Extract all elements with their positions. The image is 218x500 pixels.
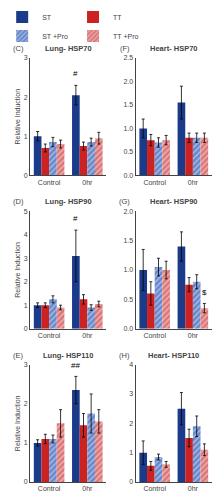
- svg-text:(F): (F): [120, 44, 130, 53]
- svg-text:1.0: 1.0: [123, 266, 133, 273]
- svg-text:Control: Control: [143, 485, 166, 492]
- svg-text:1.5: 1.5: [123, 237, 133, 244]
- svg-text:1.0: 1.0: [123, 125, 133, 132]
- svg-text:Control: Control: [38, 485, 61, 492]
- svg-text:Lung- HSP90: Lung- HSP90: [45, 197, 92, 206]
- svg-text:Control: Control: [143, 332, 166, 339]
- svg-text:2: 2: [24, 400, 28, 407]
- svg-text:Control: Control: [38, 179, 61, 186]
- svg-text:4: 4: [24, 231, 28, 238]
- svg-text:0.0: 0.0: [123, 172, 133, 179]
- svg-text:(E): (E): [13, 351, 24, 360]
- svg-text:2: 2: [24, 94, 28, 101]
- svg-text:0hr: 0hr: [82, 179, 93, 186]
- svg-text:Lung- HSP70: Lung- HSP70: [45, 44, 92, 53]
- svg-text:0: 0: [24, 325, 28, 332]
- svg-text:(G): (G): [119, 197, 130, 206]
- svg-text:2.0: 2.0: [123, 78, 133, 85]
- svg-text:(D): (D): [13, 197, 24, 206]
- svg-text:1: 1: [129, 449, 133, 456]
- svg-text:#: #: [73, 69, 78, 78]
- svg-text:TT: TT: [113, 14, 122, 21]
- svg-text:(H): (H): [119, 351, 130, 360]
- svg-text:0hr: 0hr: [188, 179, 199, 186]
- svg-text:0.5: 0.5: [123, 148, 133, 155]
- svg-text:2: 2: [129, 420, 133, 427]
- svg-text:3: 3: [24, 361, 28, 368]
- svg-text:##: ##: [71, 361, 80, 370]
- svg-text:1: 1: [24, 133, 28, 140]
- svg-text:ST +Pro: ST +Pro: [42, 33, 68, 40]
- svg-text:1: 1: [24, 302, 28, 309]
- svg-text:0: 0: [24, 172, 28, 179]
- svg-text:3: 3: [24, 54, 28, 61]
- svg-text:#: #: [73, 214, 78, 223]
- svg-text:0hr: 0hr: [188, 485, 199, 492]
- svg-text:Lung- HSP110: Lung- HSP110: [43, 351, 93, 360]
- svg-text:2.0: 2.0: [123, 208, 133, 215]
- svg-text:0.5: 0.5: [123, 296, 133, 303]
- svg-text:3: 3: [129, 390, 133, 397]
- svg-text:Control: Control: [38, 332, 61, 339]
- svg-text:5: 5: [24, 208, 28, 215]
- svg-text:Relative Induction: Relative Induction: [14, 395, 21, 451]
- svg-text:TT +Pro: TT +Pro: [113, 33, 138, 40]
- svg-text:0: 0: [24, 478, 28, 485]
- svg-text:Heart- HSP70: Heart- HSP70: [150, 44, 198, 53]
- svg-text:Heart- HSP90: Heart- HSP90: [150, 197, 198, 206]
- svg-text:1.5: 1.5: [123, 101, 133, 108]
- svg-text:0hr: 0hr: [188, 332, 199, 339]
- svg-text:4: 4: [129, 361, 133, 368]
- svg-text:0hr: 0hr: [82, 485, 93, 492]
- svg-text:Heart- HSP110: Heart- HSP110: [148, 351, 199, 360]
- svg-text:3: 3: [24, 255, 28, 262]
- svg-text:ST: ST: [42, 14, 52, 21]
- svg-text:0hr: 0hr: [82, 332, 93, 339]
- svg-text:1: 1: [24, 439, 28, 446]
- svg-text:0.0: 0.0: [123, 325, 133, 332]
- svg-text:2: 2: [24, 278, 28, 285]
- svg-text:0: 0: [129, 478, 133, 485]
- svg-text:Control: Control: [143, 179, 166, 186]
- svg-text:Relative Induction: Relative Induction: [14, 89, 21, 145]
- svg-text:2.5: 2.5: [123, 54, 133, 61]
- svg-text:$: $: [202, 288, 207, 297]
- svg-text:Relative Induction: Relative Induction: [14, 242, 21, 298]
- svg-text:(C): (C): [13, 44, 24, 53]
